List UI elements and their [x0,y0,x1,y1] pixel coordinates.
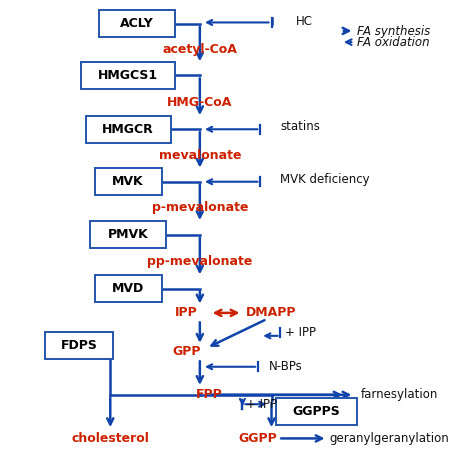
Text: p-mevalonate: p-mevalonate [152,201,248,214]
Text: GGPPS: GGPPS [292,405,340,418]
Text: GPP: GPP [172,345,201,358]
Text: HMGCS1: HMGCS1 [98,69,158,82]
Text: FPP: FPP [195,388,222,401]
FancyBboxPatch shape [86,116,171,143]
Text: mevalonate: mevalonate [159,148,241,162]
Text: DMAPP: DMAPP [246,306,297,319]
Text: N-BPs: N-BPs [269,360,303,373]
FancyBboxPatch shape [95,275,162,302]
FancyBboxPatch shape [95,168,162,195]
Text: + IPP: + IPP [285,326,316,339]
FancyBboxPatch shape [90,221,166,248]
FancyBboxPatch shape [99,10,175,37]
Text: MVK deficiency: MVK deficiency [281,173,370,186]
FancyBboxPatch shape [46,332,112,359]
Text: pp-mevalonate: pp-mevalonate [147,255,253,268]
Text: acetyl-CoA: acetyl-CoA [163,43,237,56]
Text: HMG-CoA: HMG-CoA [167,96,233,109]
Text: geranylgeranylation: geranylgeranylation [330,432,449,445]
Text: ACLY: ACLY [120,18,154,30]
Text: FA synthesis: FA synthesis [356,25,430,38]
Text: HC: HC [296,15,313,28]
Text: cholesterol: cholesterol [71,432,149,445]
FancyBboxPatch shape [276,398,356,425]
Text: MVK: MVK [112,175,144,188]
Text: MVD: MVD [112,282,144,295]
Text: HMGCR: HMGCR [102,123,154,136]
FancyBboxPatch shape [81,62,175,89]
Text: IPP: IPP [175,306,198,319]
Text: + IPP: + IPP [246,398,276,411]
Text: GGPP: GGPP [239,432,277,445]
Text: FA oxidation: FA oxidation [356,36,429,49]
Text: farnesylation: farnesylation [361,388,438,401]
Text: FDPS: FDPS [61,339,97,352]
Text: PMVK: PMVK [108,228,148,241]
Text: statins: statins [281,120,320,133]
